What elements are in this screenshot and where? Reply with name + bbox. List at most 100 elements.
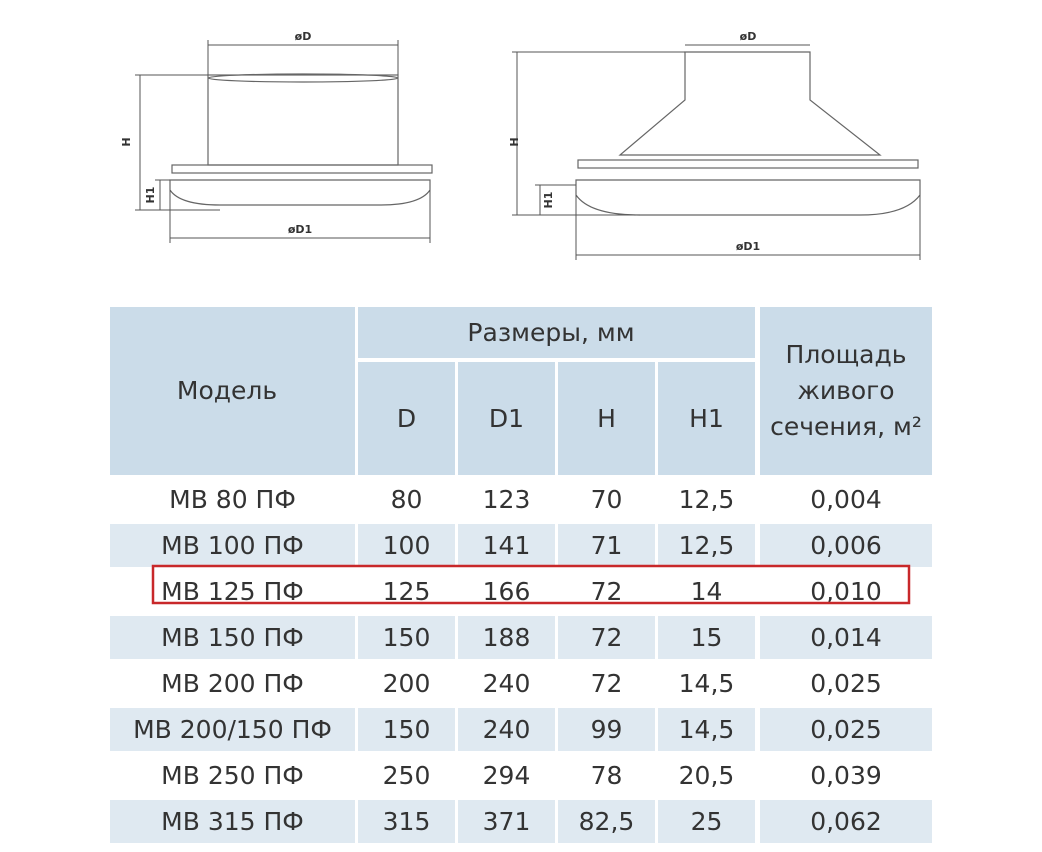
table-cell: 15: [691, 623, 723, 652]
header-cell: [358, 307, 755, 358]
table-cell: 315: [383, 807, 431, 836]
dim-label: øD: [295, 30, 312, 43]
table-cell: 12,5: [679, 485, 735, 514]
dim-label: H1: [144, 187, 157, 204]
table-cell: 0,062: [810, 807, 882, 836]
table-cell: МВ 100 ПФ: [161, 531, 304, 560]
table-cell: 0,014: [810, 623, 882, 652]
row-bg: [658, 616, 755, 659]
table-cell: МВ 200/150 ПФ: [133, 715, 332, 744]
header-cell: [760, 307, 932, 475]
header-text: Размеры, мм: [467, 318, 634, 347]
row-bg: [760, 800, 932, 843]
table-cell: МВ 150 ПФ: [161, 623, 304, 652]
table-cell: МВ 315 ПФ: [161, 807, 304, 836]
table-cell: 82,5: [579, 807, 635, 836]
row-bg: [110, 708, 355, 751]
table-cell: 294: [483, 761, 531, 790]
dim-label: øD1: [288, 223, 312, 236]
table-cell: 100: [383, 531, 431, 560]
table-cell: МВ 80 ПФ: [169, 485, 296, 514]
header-text: H1: [689, 404, 724, 433]
header-text: сечения, м²: [770, 412, 922, 441]
table-cell: 20,5: [679, 761, 735, 790]
table-cell: 70: [591, 485, 623, 514]
table-cell: 0,004: [810, 485, 882, 514]
header-cell: [458, 362, 555, 475]
table-cell: 0,025: [810, 715, 882, 744]
table-cell: 72: [591, 669, 623, 698]
row-bg: [358, 708, 455, 751]
table-cell: 12,5: [679, 531, 735, 560]
table-cell: 14,5: [679, 715, 735, 744]
table-cell: 14,5: [679, 669, 735, 698]
shape: [207, 73, 399, 83]
table-cell: 166: [483, 577, 531, 606]
table-cell: 250: [383, 761, 431, 790]
dim-label: øD1: [736, 240, 760, 253]
table-cell: 0,025: [810, 669, 882, 698]
header-cell: [658, 362, 755, 475]
header-text: Модель: [177, 376, 277, 405]
header-text: H: [597, 404, 616, 433]
header-cell: [358, 362, 455, 475]
table-cell: 240: [483, 715, 531, 744]
header-text: D: [397, 404, 416, 433]
table-cell: 200: [383, 669, 431, 698]
row-bg: [358, 616, 455, 659]
row-bg: [110, 524, 355, 567]
shape: [577, 159, 919, 169]
table-cell: МВ 200 ПФ: [161, 669, 304, 698]
header-text: Площадь: [786, 340, 907, 369]
table-cell: 80: [391, 485, 423, 514]
row-bg: [458, 800, 555, 843]
drawing-right: øD H H1 øD1: [508, 30, 921, 260]
row-bg: [358, 800, 455, 843]
table-cell: 0,010: [810, 577, 882, 606]
header-cell: [110, 307, 355, 475]
row-bg: [658, 524, 755, 567]
row-bg: [658, 800, 755, 843]
table-cell: 0,039: [810, 761, 882, 790]
row-bg: [658, 708, 755, 751]
header-cell: [558, 362, 655, 475]
row-bg: [358, 524, 455, 567]
table-cell: 371: [483, 807, 531, 836]
row-bg: [760, 616, 932, 659]
table-cell: МВ 125 ПФ: [161, 577, 304, 606]
row-bg: [458, 708, 555, 751]
table-cell: 125: [383, 577, 431, 606]
table-cell: 150: [383, 715, 431, 744]
table-cell: 25: [691, 807, 723, 836]
table-cell: 71: [591, 531, 623, 560]
table-cell: 99: [591, 715, 623, 744]
row-bg: [458, 524, 555, 567]
row-bg: [110, 616, 355, 659]
table: Модель Размеры, мм D D1 H H1 Площадь живого сече…: [110, 307, 932, 843]
shape: [575, 179, 921, 216]
row-bg: [558, 616, 655, 659]
header-text: живого: [797, 376, 894, 405]
table-cell: 78: [591, 761, 623, 790]
table-cell: 240: [483, 669, 531, 698]
shape: [618, 51, 882, 156]
row-bg: [558, 708, 655, 751]
row-bg: [558, 524, 655, 567]
table-cell: 150: [383, 623, 431, 652]
highlight-box: [151, 564, 911, 605]
row-bg: [458, 616, 555, 659]
row-bg: [558, 800, 655, 843]
shape: [169, 179, 431, 206]
table-cell: 141: [483, 531, 531, 560]
shape: [171, 164, 433, 174]
table-cell: 14: [691, 577, 723, 606]
dim-label: H1: [542, 192, 555, 209]
row-bg: [110, 800, 355, 843]
dim-label: øD: [740, 30, 757, 43]
row-bg: [760, 524, 932, 567]
table-cell: 72: [591, 623, 623, 652]
dim-label: H: [120, 137, 133, 146]
table-cell: 0,006: [810, 531, 882, 560]
shape: [207, 74, 399, 166]
